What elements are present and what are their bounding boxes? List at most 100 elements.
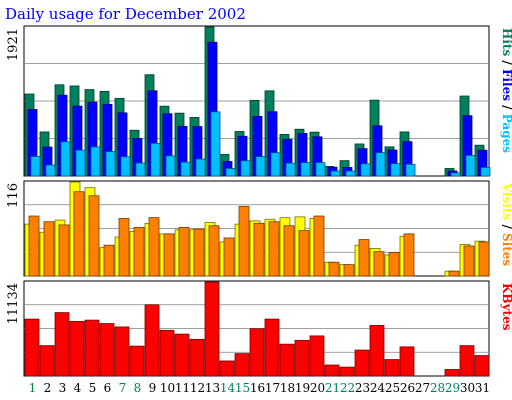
bar-sites-day-11 <box>178 226 190 277</box>
legend-item: / <box>500 56 512 65</box>
bar-pages-day-7 <box>120 156 131 177</box>
bar-kbytes-day-18 <box>279 343 295 377</box>
y-axis-max-label: 1921 <box>6 28 21 61</box>
bar-pages-day-18 <box>285 162 296 177</box>
bar-pages-day-19 <box>300 162 311 177</box>
x-tick-label-day-23: 23 <box>355 381 370 395</box>
x-tick-label-day-27: 27 <box>415 381 430 395</box>
bar-kbytes-day-5 <box>84 319 100 377</box>
bar-kbytes-day-16 <box>249 328 265 377</box>
bar-sites-day-8 <box>133 226 145 277</box>
bar-pages-day-1 <box>30 156 41 177</box>
legend-item: Pages <box>500 110 512 154</box>
x-tick-label-day-3: 3 <box>59 381 67 395</box>
bar-sites-day-23 <box>358 239 370 277</box>
bar-pages-day-2 <box>45 164 56 177</box>
bar-sites-day-9 <box>148 217 160 277</box>
x-tick-label-day-6: 6 <box>104 381 112 395</box>
legend-visits-sites: Visits / Sites <box>500 182 512 266</box>
bar-sites-day-29 <box>448 270 460 277</box>
bar-sites-day-30 <box>463 245 475 277</box>
bar-sites-day-13 <box>208 225 220 277</box>
legend-item: Hits <box>500 28 512 56</box>
bar-sites-day-3 <box>58 224 70 277</box>
x-tick-label-day-26: 26 <box>400 381 415 395</box>
x-tick-label-day-5: 5 <box>89 381 97 395</box>
bar-kbytes-day-17 <box>264 318 280 377</box>
x-tick-label-day-28: 28 <box>430 381 445 395</box>
bar-kbytes-day-7 <box>114 326 130 377</box>
legend-item: / <box>500 101 512 110</box>
x-tick-label-day-14: 14 <box>220 381 236 395</box>
bar-pages-day-24 <box>375 152 386 177</box>
bar-pages-day-8 <box>135 162 146 177</box>
bar-kbytes-day-3 <box>54 312 70 377</box>
bar-kbytes-day-1 <box>24 318 40 377</box>
bar-pages-day-10 <box>165 155 176 177</box>
bar-sites-day-10 <box>163 233 175 277</box>
bar-pages-day-17 <box>270 152 281 177</box>
bar-kbytes-day-31 <box>474 355 490 377</box>
legend-kbytes: KBytes <box>500 283 512 331</box>
bar-pages-day-6 <box>105 151 116 177</box>
x-tick-label-day-13: 13 <box>205 381 220 395</box>
bar-kbytes-day-15 <box>234 353 250 377</box>
bar-sites-day-18 <box>283 225 295 277</box>
bar-kbytes-day-10 <box>159 329 175 377</box>
bar-pages-day-15 <box>240 160 251 177</box>
bar-kbytes-day-14 <box>219 360 235 377</box>
y-axis-max-label: 11134 <box>6 283 21 324</box>
bar-kbytes-day-8 <box>129 345 145 377</box>
bar-pages-day-25 <box>390 163 401 177</box>
bar-sites-day-2 <box>43 221 55 277</box>
bar-pages-day-26 <box>405 163 416 177</box>
bar-pages-day-11 <box>180 161 191 177</box>
x-tick-label-day-19: 19 <box>295 381 310 395</box>
x-tick-label-day-16: 16 <box>250 381 265 395</box>
bar-pages-day-30 <box>465 155 476 177</box>
bar-sites-day-21 <box>328 261 340 277</box>
bar-pages-day-13 <box>210 111 221 177</box>
bar-pages-day-9 <box>150 142 161 177</box>
legend-item: Files <box>500 65 512 101</box>
bar-sites-day-19 <box>298 230 310 277</box>
bar-kbytes-day-30 <box>459 345 475 377</box>
bar-pages-day-14 <box>225 168 236 177</box>
bar-sites-day-7 <box>118 218 130 277</box>
bar-kbytes-day-9 <box>144 304 160 377</box>
bar-pages-day-31 <box>480 167 491 177</box>
bar-sites-day-14 <box>223 237 235 277</box>
bar-pages-day-5 <box>90 146 101 177</box>
x-tick-label-day-9: 9 <box>149 381 157 395</box>
bar-kbytes-day-11 <box>174 333 190 377</box>
bar-sites-day-20 <box>313 215 325 277</box>
bar-sites-day-31 <box>478 241 490 277</box>
x-tick-label-day-17: 17 <box>265 381 280 395</box>
x-tick-label-day-21: 21 <box>325 381 340 395</box>
bar-pages-day-29 <box>450 172 461 177</box>
chart-title: Daily usage for December 2002 <box>5 5 246 23</box>
bar-pages-day-23 <box>360 163 371 177</box>
bar-kbytes-day-6 <box>99 323 115 377</box>
bar-kbytes-day-20 <box>309 335 325 377</box>
x-tick-label-day-4: 4 <box>74 381 82 395</box>
bar-kbytes-day-19 <box>294 339 310 377</box>
bar-kbytes-day-12 <box>189 338 205 377</box>
bar-pages-day-12 <box>195 158 206 177</box>
bar-sites-day-25 <box>388 252 400 277</box>
x-tick-label-day-20: 20 <box>310 381 325 395</box>
bar-pages-day-22 <box>345 170 356 177</box>
x-tick-label-day-8: 8 <box>134 381 142 395</box>
bar-kbytes-day-4 <box>69 320 85 377</box>
bar-sites-day-17 <box>268 221 280 277</box>
x-tick-label-day-30: 30 <box>460 381 475 395</box>
bar-pages-day-3 <box>60 141 71 177</box>
bar-sites-day-24 <box>373 251 385 277</box>
bar-kbytes-day-13 <box>204 281 220 377</box>
x-tick-label-day-18: 18 <box>280 381 295 395</box>
bar-sites-day-22 <box>343 264 355 277</box>
bar-kbytes-day-24 <box>369 325 385 377</box>
bar-sites-day-16 <box>253 222 265 277</box>
x-tick-label-day-29: 29 <box>445 381 460 395</box>
